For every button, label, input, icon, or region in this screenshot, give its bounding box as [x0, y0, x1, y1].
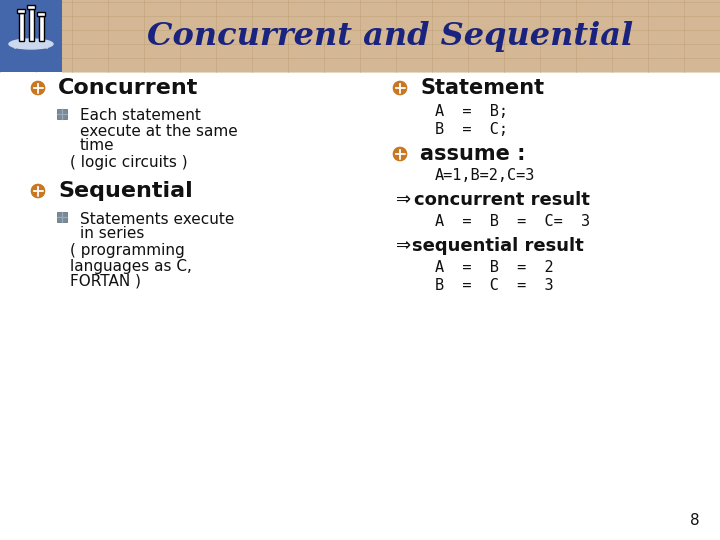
- Text: A  =  B  =  C=  3: A = B = C= 3: [435, 214, 590, 230]
- Text: Each statement: Each statement: [80, 109, 201, 124]
- Text: concurrent result: concurrent result: [414, 191, 590, 209]
- Text: A  =  B  =  2: A = B = 2: [435, 260, 554, 275]
- Text: B  =  C;: B = C;: [435, 123, 508, 138]
- FancyBboxPatch shape: [37, 12, 45, 16]
- Text: FORTAN ): FORTAN ): [70, 273, 141, 288]
- Text: languages as C,: languages as C,: [70, 259, 192, 273]
- FancyBboxPatch shape: [19, 13, 24, 41]
- Text: Statement: Statement: [420, 78, 544, 98]
- FancyBboxPatch shape: [0, 0, 62, 72]
- FancyBboxPatch shape: [0, 0, 720, 72]
- Text: ⇒: ⇒: [396, 237, 411, 255]
- Text: execute at the same: execute at the same: [80, 124, 238, 138]
- Circle shape: [32, 185, 45, 198]
- Text: sequential result: sequential result: [412, 237, 584, 255]
- Text: A  =  B;: A = B;: [435, 105, 508, 119]
- Text: ⇒: ⇒: [396, 191, 411, 209]
- FancyBboxPatch shape: [57, 212, 67, 222]
- Text: time: time: [80, 138, 114, 153]
- Text: B  =  C  =  3: B = C = 3: [435, 279, 554, 294]
- FancyBboxPatch shape: [38, 16, 43, 41]
- FancyBboxPatch shape: [27, 5, 35, 9]
- FancyBboxPatch shape: [29, 9, 34, 41]
- Text: ( logic circuits ): ( logic circuits ): [70, 156, 188, 171]
- Circle shape: [394, 147, 407, 160]
- Circle shape: [32, 82, 45, 94]
- Text: in series: in series: [80, 226, 145, 241]
- Text: A=1,B=2,C=3: A=1,B=2,C=3: [435, 168, 536, 184]
- FancyBboxPatch shape: [57, 109, 67, 119]
- Circle shape: [394, 82, 407, 94]
- FancyBboxPatch shape: [17, 9, 25, 13]
- Text: Statements execute: Statements execute: [80, 212, 235, 226]
- Text: assume :: assume :: [420, 144, 526, 164]
- Ellipse shape: [9, 39, 53, 49]
- Text: 8: 8: [690, 513, 700, 528]
- Text: Concurrent and Sequential: Concurrent and Sequential: [147, 21, 633, 51]
- Text: Concurrent: Concurrent: [58, 78, 199, 98]
- Text: Sequential: Sequential: [58, 181, 193, 201]
- Text: ( programming: ( programming: [70, 244, 185, 259]
